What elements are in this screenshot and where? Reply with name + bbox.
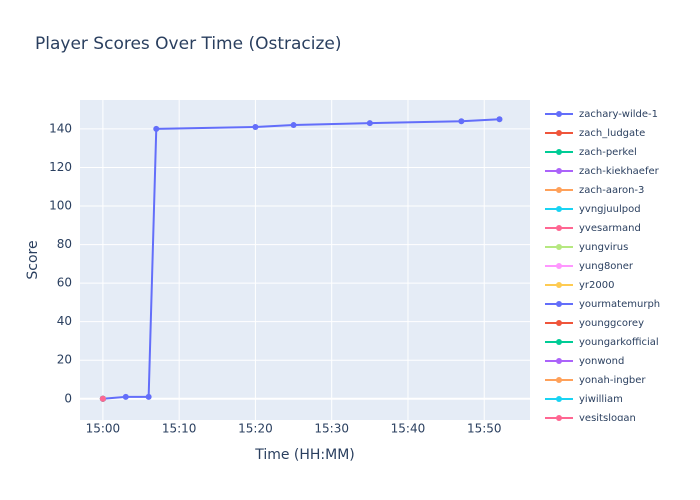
legend-marker	[556, 377, 562, 383]
legend-label: yiwilliam	[579, 394, 623, 405]
legend-label: youngarkofficial	[579, 337, 659, 348]
legend-marker	[556, 263, 562, 269]
data-point	[458, 118, 465, 125]
legend-label: yungvirus	[579, 242, 628, 253]
legend-label: younggcorey	[579, 318, 644, 329]
data-point	[252, 123, 259, 130]
x-tick-label: 15:20	[238, 422, 273, 436]
y-tick-label: 120	[49, 160, 72, 174]
data-point	[145, 393, 152, 400]
legend-label: zach-aaron-3	[579, 185, 644, 196]
chart-title: Player Scores Over Time (Ostracize)	[35, 34, 342, 54]
legend-label: yonwond	[579, 356, 624, 367]
legend-marker	[556, 282, 562, 288]
data-point	[366, 120, 373, 127]
legend-marker	[556, 225, 562, 231]
legend-marker	[556, 149, 562, 155]
legend-marker	[556, 187, 562, 193]
legend-label: yourmatemurph	[579, 299, 660, 310]
legend-label: zach-perkel	[579, 147, 637, 158]
y-tick-label: 40	[57, 314, 72, 328]
legend-label: zach-kiekhaefer	[579, 166, 660, 177]
y-tick-label: 100	[49, 199, 72, 213]
legend-label: yr2000	[579, 280, 614, 291]
legend-marker	[556, 320, 562, 326]
y-tick-label: 20	[57, 353, 72, 367]
legend-marker	[556, 396, 562, 402]
legend-marker	[556, 301, 562, 307]
legend-label: yesitslogan	[579, 413, 636, 424]
x-tick-label: 15:40	[391, 422, 426, 436]
x-tick-label: 15:00	[86, 422, 121, 436]
y-tick-label: 140	[49, 121, 72, 135]
legend-label: yung8oner	[579, 261, 634, 272]
data-point	[290, 122, 297, 129]
y-tick-label: 60	[57, 276, 72, 290]
legend-label: yvngjuulpod	[579, 204, 641, 215]
legend-marker	[556, 339, 562, 345]
legend-label: yonah-ingber	[579, 375, 646, 386]
plot-area	[80, 100, 530, 420]
legend-marker	[556, 130, 562, 136]
data-point	[153, 125, 160, 132]
y-tick-label: 80	[57, 237, 72, 251]
legend-marker	[556, 244, 562, 250]
legend-marker	[556, 415, 562, 421]
legend-marker	[556, 168, 562, 174]
legend-label: yvesarmand	[579, 223, 641, 234]
legend-marker	[556, 358, 562, 364]
x-tick-label: 15:50	[467, 422, 502, 436]
data-point	[496, 116, 503, 123]
data-point	[99, 395, 106, 402]
x-tick-label: 15:10	[162, 422, 197, 436]
x-tick-label: 15:30	[314, 422, 349, 436]
y-axis-title: Score	[25, 240, 41, 279]
legend-label: zachary-wilde-1	[579, 109, 658, 120]
data-point	[122, 393, 129, 400]
x-axis-title: Time (HH:MM)	[254, 447, 355, 463]
y-tick-label: 0	[64, 391, 72, 405]
legend-marker	[556, 111, 562, 117]
legend-label: zach_ludgate	[579, 128, 645, 139]
legend-marker	[556, 206, 562, 212]
